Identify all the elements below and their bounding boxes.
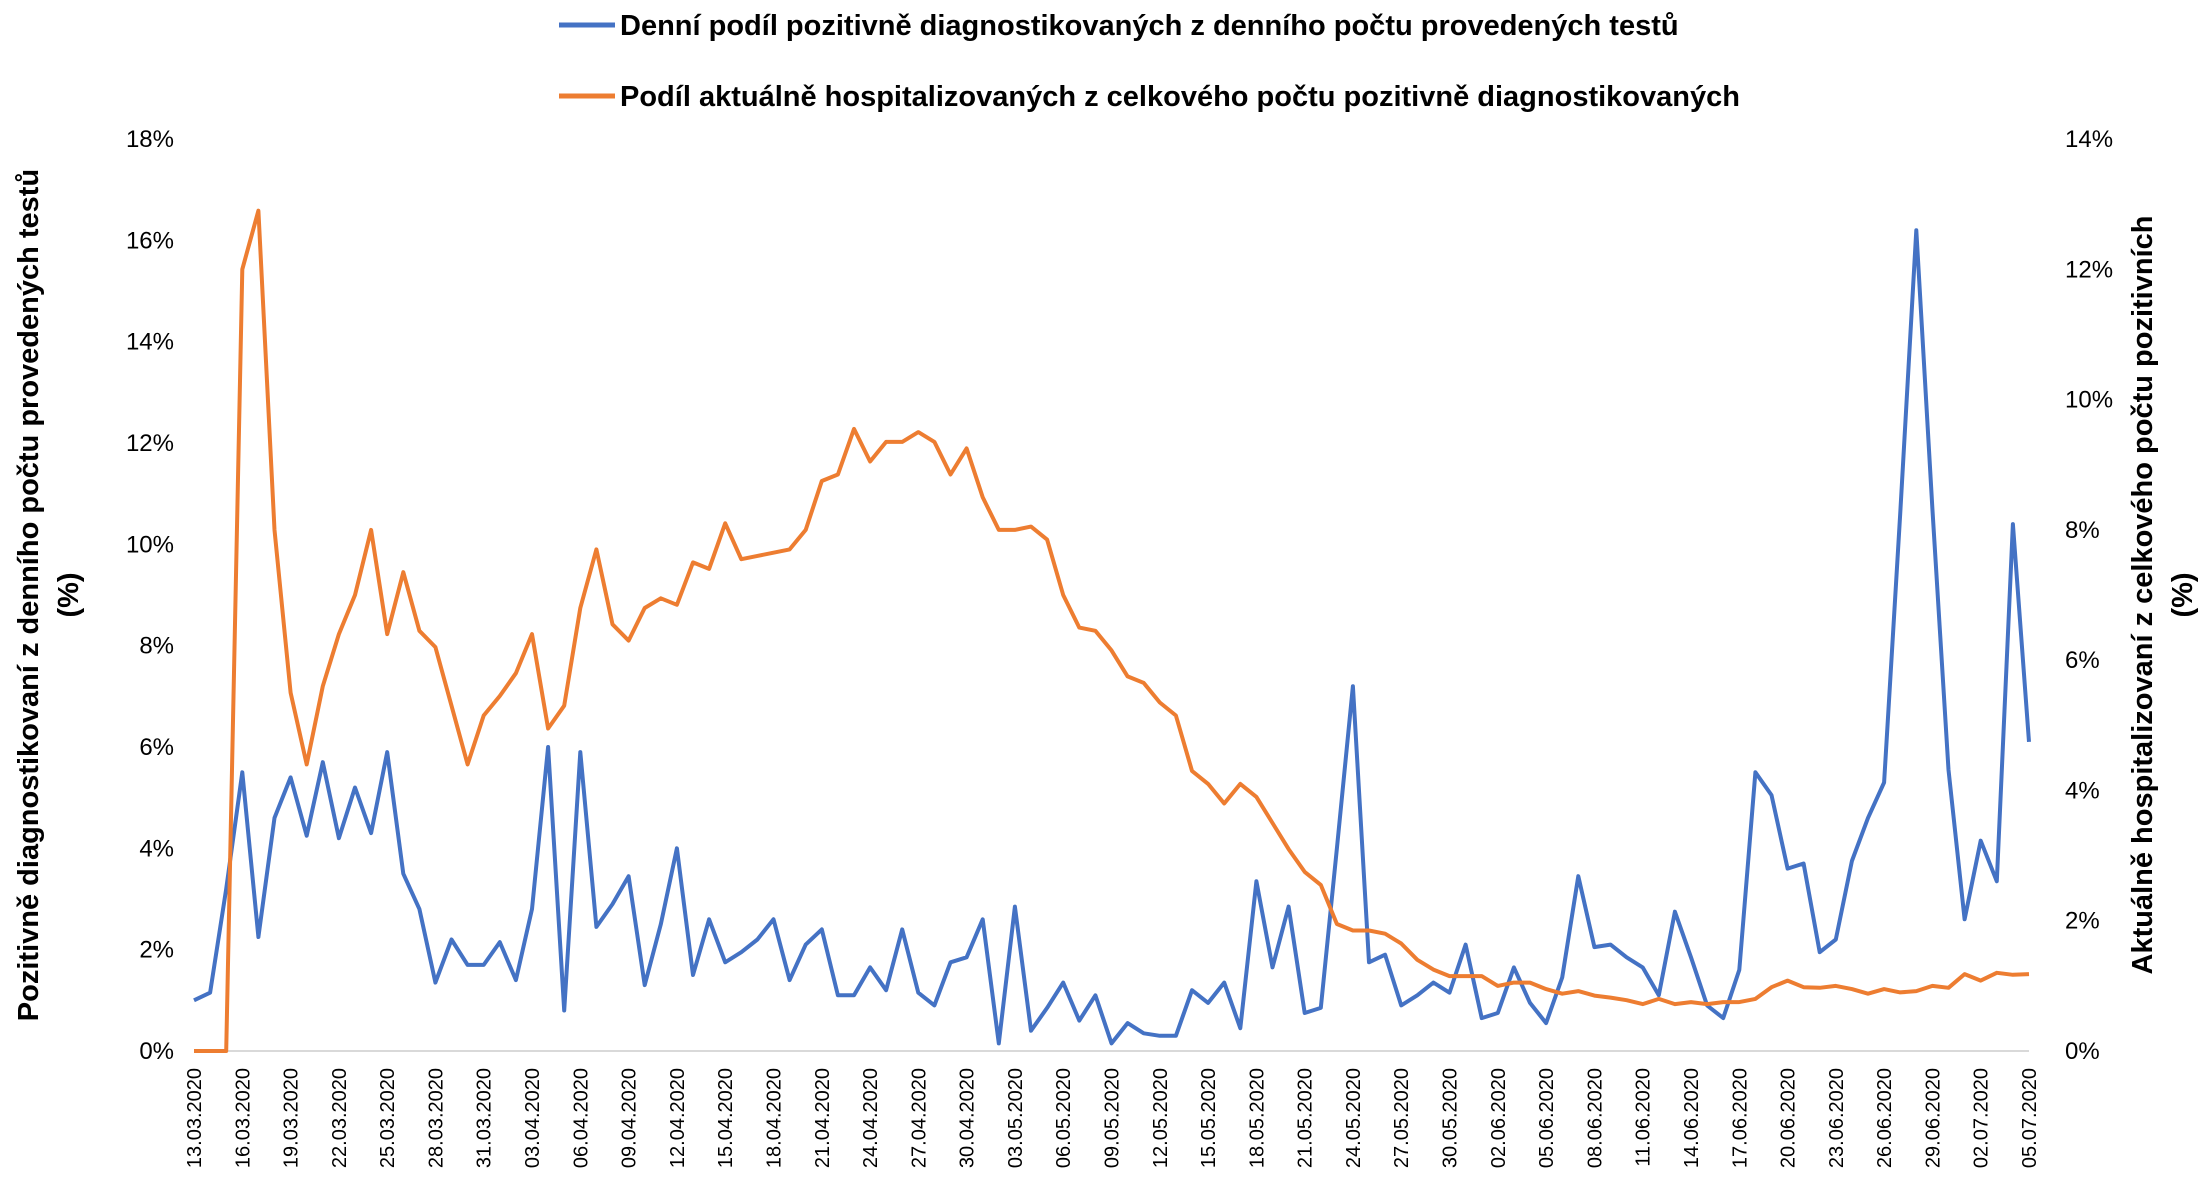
x-tick-label: 18.04.2020 bbox=[763, 1068, 785, 1168]
y2-tick-label: 14% bbox=[2065, 126, 2113, 153]
x-tick-label: 26.06.2020 bbox=[1874, 1068, 1896, 1168]
y-tick-label: 16% bbox=[126, 227, 174, 254]
y2-tick-label: 8% bbox=[2065, 517, 2100, 544]
x-tick-label: 02.06.2020 bbox=[1488, 1068, 1510, 1168]
x-tick-label: 11.06.2020 bbox=[1633, 1068, 1655, 1167]
x-tick-label: 21.04.2020 bbox=[812, 1068, 834, 1168]
x-tick-label: 31.03.2020 bbox=[474, 1068, 496, 1168]
y-tick-label: 6% bbox=[139, 734, 174, 761]
y2-tick-label: 12% bbox=[2065, 256, 2113, 283]
x-tick-label: 29.06.2020 bbox=[1922, 1068, 1944, 1168]
y-tick-label: 14% bbox=[126, 329, 174, 356]
x-tick-label: 30.05.2020 bbox=[1440, 1068, 1462, 1168]
x-tick-label: 15.05.2020 bbox=[1198, 1068, 1220, 1168]
legend-label: Podíl aktuálně hospitalizovaných z celko… bbox=[620, 81, 1740, 113]
x-tick-label: 13.03.2020 bbox=[184, 1068, 206, 1168]
y-tick-label: 12% bbox=[126, 430, 174, 457]
x-tick-label: 02.07.2020 bbox=[1971, 1068, 1993, 1168]
x-tick-label: 22.03.2020 bbox=[329, 1068, 351, 1168]
x-tick-label: 18.05.2020 bbox=[1246, 1068, 1268, 1168]
x-tick-label: 23.06.2020 bbox=[1826, 1068, 1848, 1168]
x-tick-label: 09.05.2020 bbox=[1102, 1068, 1124, 1168]
y2-tick-label: 4% bbox=[2065, 777, 2100, 804]
x-tick-label: 06.05.2020 bbox=[1053, 1068, 1075, 1168]
x-tick-label: 05.07.2020 bbox=[2019, 1068, 2041, 1168]
x-tick-label: 12.05.2020 bbox=[1150, 1068, 1172, 1168]
x-tick-label: 14.06.2020 bbox=[1681, 1068, 1703, 1168]
x-tick-label: 15.04.2020 bbox=[715, 1068, 737, 1168]
legend-label: Denní podíl pozitivně diagnostikovaných … bbox=[620, 10, 1679, 42]
x-tick-label: 05.06.2020 bbox=[1536, 1068, 1558, 1168]
x-tick-label: 17.06.2020 bbox=[1729, 1068, 1751, 1168]
y2-tick-label: 0% bbox=[2065, 1038, 2100, 1065]
data-line bbox=[194, 208, 2030, 1053]
x-tick-label: 12.04.2020 bbox=[667, 1068, 689, 1168]
x-tick-label: 06.04.2020 bbox=[570, 1068, 592, 1168]
x-tick-label: 08.06.2020 bbox=[1584, 1068, 1606, 1168]
x-tick-label: 19.03.2020 bbox=[281, 1068, 303, 1168]
x-tick-label: 03.04.2020 bbox=[522, 1068, 544, 1168]
x-tick-label: 25.03.2020 bbox=[377, 1068, 399, 1168]
x-tick-label: 20.06.2020 bbox=[1778, 1068, 1800, 1168]
y-tick-label: 10% bbox=[126, 531, 174, 558]
y2-axis-title: Aktuálně hospitalizovaní z celkového poč… bbox=[2127, 216, 2159, 975]
x-tick-label: 27.04.2020 bbox=[908, 1068, 930, 1168]
y2-tick-label: 10% bbox=[2065, 387, 2113, 414]
y-tick-label: 0% bbox=[139, 1038, 174, 1065]
y-tick-label: 8% bbox=[139, 633, 174, 660]
x-tick-label: 28.03.2020 bbox=[425, 1068, 447, 1168]
y-axis-title: (%) bbox=[53, 572, 85, 617]
x-tick-label: 24.05.2020 bbox=[1343, 1068, 1365, 1168]
y-tick-label: 18% bbox=[126, 126, 174, 153]
x-tick-label: 24.04.2020 bbox=[860, 1068, 882, 1168]
y-tick-label: 4% bbox=[139, 835, 174, 862]
y-axis-title: Pozitivně diagnostikovaní z denního počt… bbox=[13, 169, 45, 1021]
y2-axis-title: (%) bbox=[2167, 572, 2199, 617]
y2-tick-label: 6% bbox=[2065, 647, 2100, 674]
x-tick-label: 03.05.2020 bbox=[1005, 1068, 1027, 1168]
x-tick-label: 30.04.2020 bbox=[957, 1068, 979, 1168]
data-line bbox=[193, 228, 2031, 1046]
y2-tick-label: 2% bbox=[2065, 908, 2100, 935]
x-tick-label: 27.05.2020 bbox=[1391, 1068, 1413, 1168]
y-tick-label: 2% bbox=[139, 937, 174, 964]
x-tick-label: 16.03.2020 bbox=[232, 1068, 254, 1168]
x-tick-label: 21.05.2020 bbox=[1295, 1068, 1317, 1168]
x-tick-label: 09.04.2020 bbox=[619, 1068, 641, 1168]
